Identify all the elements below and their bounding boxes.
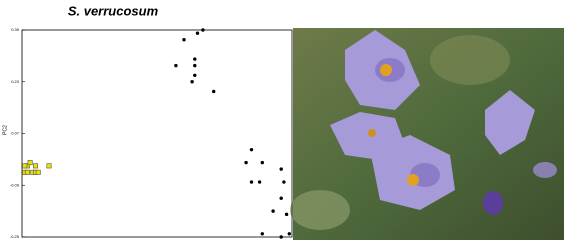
y-axis-label: PC2 — [2, 125, 8, 135]
point — [288, 232, 291, 235]
point — [190, 80, 193, 83]
point — [280, 235, 283, 238]
point — [23, 164, 27, 168]
point — [261, 161, 264, 164]
point — [282, 180, 285, 183]
point — [271, 209, 274, 212]
point — [174, 64, 177, 67]
point — [244, 161, 247, 164]
point — [250, 180, 253, 183]
point — [28, 160, 32, 164]
y-tick-label: 0.39 — [11, 27, 20, 32]
point — [25, 170, 29, 174]
point — [258, 180, 261, 183]
point — [193, 74, 196, 77]
y-tick-label: -0.09 — [10, 182, 20, 187]
chart-title: S. verrucosum — [68, 3, 159, 18]
point — [261, 232, 264, 235]
y-tick-label: -0.25 — [10, 234, 20, 239]
point — [250, 148, 253, 151]
point — [182, 38, 185, 41]
point — [201, 28, 204, 31]
figure: S. verrucosum PC2 0.39 0.23 0.07 -0.09 -0.25 — [0, 0, 564, 243]
point — [33, 164, 37, 168]
plot-frame — [22, 30, 292, 237]
point — [196, 32, 199, 35]
y-tick-label: 0.23 — [11, 79, 20, 84]
point — [193, 64, 196, 67]
point — [212, 90, 215, 93]
y-tick-label: 0.07 — [11, 131, 20, 136]
point — [47, 164, 51, 168]
point — [193, 57, 196, 60]
point — [285, 213, 288, 216]
point — [36, 170, 40, 174]
flower-photo — [290, 28, 564, 240]
point — [280, 167, 283, 170]
point — [280, 196, 283, 199]
